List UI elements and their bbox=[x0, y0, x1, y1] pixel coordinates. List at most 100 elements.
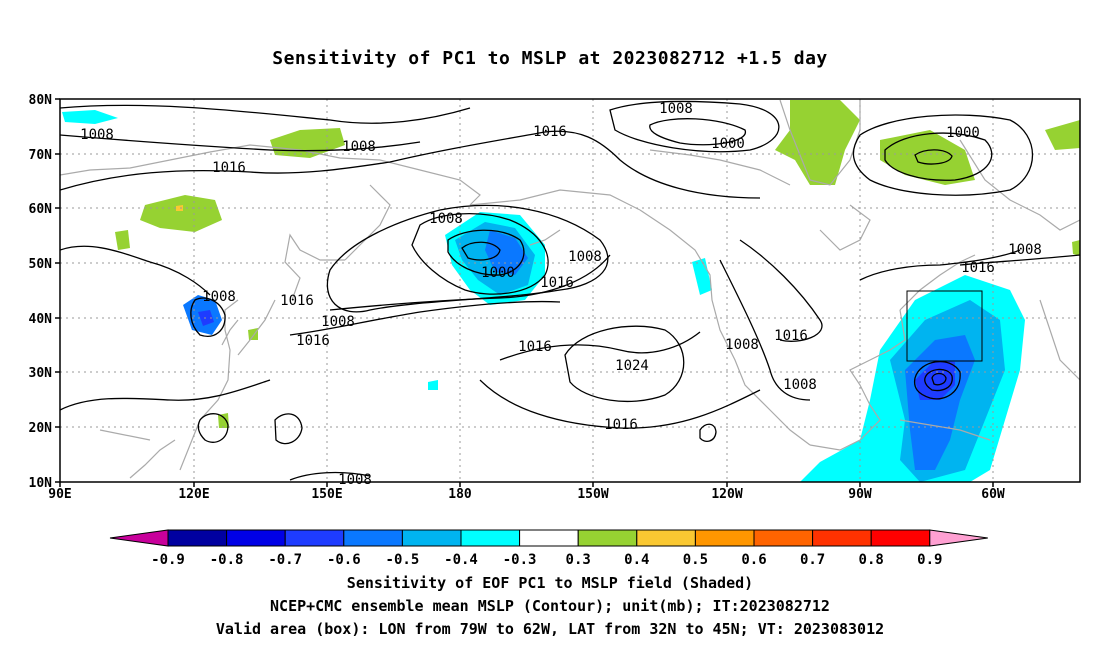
colorbar-label: 0.4 bbox=[624, 552, 649, 568]
coast-iberia-africa bbox=[1039, 299, 1080, 381]
contour-1000-europe-low bbox=[884, 132, 993, 181]
colorbar-label: -0.7 bbox=[268, 552, 302, 568]
negative-shading-aleutian-core bbox=[485, 230, 528, 275]
coast-indochina bbox=[129, 439, 176, 479]
lat-label: 70N bbox=[29, 148, 53, 163]
contour-label: 1008 bbox=[659, 101, 693, 117]
positive-shading-europe bbox=[880, 130, 975, 185]
positive-shading-yellow bbox=[176, 205, 183, 211]
coast-alaska bbox=[469, 189, 641, 211]
contour-label: 1008 bbox=[568, 249, 602, 265]
colorbar-swatch bbox=[167, 529, 228, 547]
caption-shading: Sensitivity of EOF PC1 to MSLP field (Sh… bbox=[346, 574, 754, 592]
coast-caribbean bbox=[899, 419, 991, 441]
contour-inner-aleutian bbox=[461, 241, 501, 261]
negative-shading-pacific-west bbox=[692, 258, 712, 295]
contour-1016-pac-sw bbox=[289, 300, 561, 336]
caption-valid-area: Valid area (box): LON from 79W to 62W, L… bbox=[215, 620, 885, 638]
contour-hurricane-inner bbox=[931, 372, 947, 386]
colorbar-label: 0.5 bbox=[683, 552, 708, 568]
contour-1024-high bbox=[564, 325, 685, 403]
coast-japan bbox=[237, 299, 276, 356]
colorbar-label: -0.6 bbox=[327, 552, 361, 568]
coast-central-america bbox=[809, 404, 881, 451]
contour-1016-eastpac-low bbox=[699, 423, 717, 443]
colorbar-swatch bbox=[226, 529, 286, 547]
contour-label: 1008 bbox=[342, 139, 376, 155]
colorbar-label: -0.5 bbox=[386, 552, 420, 568]
contour-label: 1016 bbox=[604, 417, 638, 433]
contour-label: 1008 bbox=[725, 337, 759, 353]
contour-1008-bottom bbox=[289, 471, 371, 481]
lon-label: 150E bbox=[311, 487, 342, 502]
colorbar-label: 0.8 bbox=[859, 552, 884, 568]
contour-1016-north-asia bbox=[60, 131, 546, 191]
coast-north-america-west bbox=[639, 209, 811, 446]
contour-labels: 1008 1008 1016 1016 1008 1000 1000 1008 … bbox=[80, 101, 1042, 488]
contour-label: 1016 bbox=[774, 328, 808, 344]
positive-shading-arctic-east bbox=[1045, 120, 1080, 150]
lon-label: 120W bbox=[711, 487, 742, 502]
contour-1008-arctic-west-2 bbox=[60, 134, 421, 152]
colorbar-label: 0.6 bbox=[741, 552, 766, 568]
contour-1008-europe-low bbox=[852, 114, 1033, 196]
contour-inner-europe-low bbox=[914, 149, 953, 165]
lat-labels: 80N 70N 60N 50N 40N 30N 20N 10N bbox=[29, 93, 53, 491]
colorbar-label: -0.9 bbox=[151, 552, 185, 568]
contour-label: 1000 bbox=[711, 136, 745, 152]
colorbar-high-triangle bbox=[929, 529, 988, 547]
lat-label: 40N bbox=[29, 312, 53, 327]
coast-north-america-east bbox=[899, 254, 976, 311]
contour-1016-asia-south bbox=[60, 379, 271, 411]
contour-1008-aleutian bbox=[411, 213, 549, 295]
contour-hurricane-outer bbox=[913, 360, 961, 400]
coast-korea bbox=[221, 319, 239, 346]
colorbar-swatch bbox=[694, 529, 755, 547]
contour-label: 1008 bbox=[202, 289, 236, 305]
colorbar: -0.9 -0.8 -0.7 -0.6 -0.5 -0.4 -0.3 0.3 0.4 0.5 0.6… bbox=[109, 529, 988, 568]
contour-label: 1008 bbox=[429, 211, 463, 227]
negative-shading-small bbox=[428, 380, 438, 390]
negative-shading-arctic bbox=[62, 110, 118, 124]
colorbar-swatch bbox=[577, 529, 638, 547]
positive-shading-greenland bbox=[775, 100, 860, 185]
caption-contour: NCEP+CMC ensemble mean MSLP (Contour); u… bbox=[270, 597, 830, 615]
contour-1000-aleutian bbox=[447, 229, 525, 276]
lat-label: 50N bbox=[29, 257, 53, 272]
coast-kamchatka bbox=[344, 184, 391, 261]
lon-label: 60W bbox=[981, 487, 1005, 502]
mslp-contours bbox=[60, 100, 1080, 481]
lon-labels: 90E 120E 150E 180 150W 120W 90W 60W bbox=[48, 487, 1005, 502]
colorbar-swatch bbox=[343, 529, 403, 547]
contour-label: 1008 bbox=[338, 472, 372, 488]
contour-label: 1008 bbox=[1008, 242, 1042, 258]
lon-label: 150W bbox=[577, 487, 608, 502]
colorbar-swatch bbox=[812, 529, 872, 547]
colorbar-swatch bbox=[636, 529, 696, 547]
positive-shading-small-4 bbox=[1072, 240, 1080, 256]
positive-shading-small-3 bbox=[218, 413, 229, 428]
contour-1016-atlantic bbox=[959, 254, 1080, 266]
coast-gulf-of-mexico bbox=[849, 309, 906, 406]
plot-frame bbox=[59, 98, 1081, 483]
colorbar-swatch bbox=[753, 529, 814, 547]
lat-label: 10N bbox=[29, 476, 53, 491]
lat-label: 80N bbox=[29, 93, 53, 108]
lat-label: 30N bbox=[29, 366, 53, 381]
contour-label: 1016 bbox=[961, 260, 995, 276]
contour-1016-aleutian-outer bbox=[326, 204, 609, 313]
contour-1008-arctic-west bbox=[60, 104, 471, 124]
contour-1008-north-america-east bbox=[859, 249, 1021, 281]
contour-1016-north-pac bbox=[544, 130, 761, 199]
colorbar-swatch bbox=[870, 529, 931, 547]
lon-label: 180 bbox=[448, 487, 472, 502]
valid-area-box bbox=[906, 290, 983, 362]
contour-phil-sea bbox=[274, 413, 303, 445]
positive-shading-small-1 bbox=[115, 230, 130, 250]
coast-sea-of-okhotsk bbox=[284, 233, 345, 301]
lon-label: 90E bbox=[48, 487, 71, 502]
positive-shading-asia bbox=[140, 195, 222, 232]
colorbar-label: 0.9 bbox=[917, 552, 942, 568]
coast-indonesia bbox=[99, 429, 151, 441]
